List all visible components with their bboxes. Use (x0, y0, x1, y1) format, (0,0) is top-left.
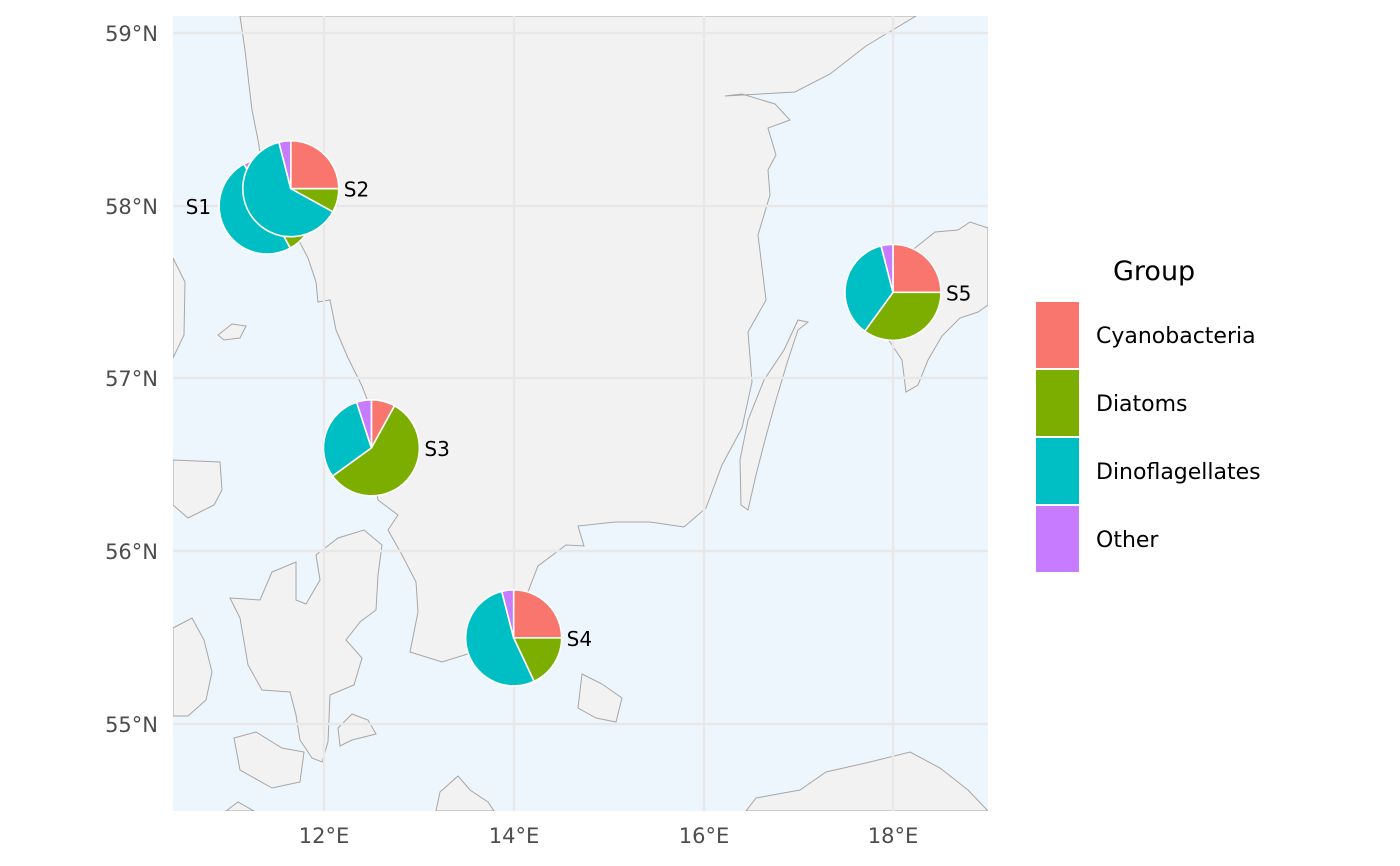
pie-slice-s5-dinoflagellates (844, 244, 894, 333)
legend-label-cyanobacteria: Cyanobacteria (1096, 324, 1256, 349)
y-axis: 59°N 58°N 57°N 56°N 55°N (105, 22, 158, 737)
x-tick-label-16e: 16°E (679, 824, 730, 848)
land-germany-poland (225, 751, 988, 811)
graticule (173, 16, 988, 811)
pie-slice-s5-diatoms (863, 291, 942, 342)
legend-label-dinoflagellates: Dinoflagellates (1096, 460, 1261, 485)
pie-site-s4 (464, 589, 563, 687)
land-denmark-zealand (229, 529, 383, 763)
y-tick-label-55n: 55°N (105, 713, 158, 737)
map-panel (173, 16, 988, 811)
site-label-s3: S3 (424, 437, 449, 461)
land-jutland (173, 257, 223, 717)
pie-slice-s4-diatoms (512, 637, 563, 683)
pie-slice-s2-other (277, 139, 292, 189)
legend: Group Cyanobacteria Diatoms Dinoflagella… (1036, 256, 1261, 572)
legend-swatch-cyanobacteria (1036, 302, 1079, 368)
pie-slice-s2-dinoflagellates (242, 141, 334, 238)
land-denmark-funen (233, 731, 305, 789)
site-label-s1: S1 (186, 195, 211, 219)
legend-title: Group (1113, 256, 1195, 287)
x-axis: 12°E 14°E 16°E 18°E (299, 824, 919, 848)
pie-slice-s5-other (880, 243, 894, 293)
y-tick-label-59n: 59°N (105, 22, 158, 46)
pie-site-s5 (844, 243, 942, 342)
land-lolland (337, 713, 377, 747)
y-tick-label-56n: 56°N (105, 540, 158, 564)
pie-slice-s5-cyanobacteria (892, 243, 942, 294)
land-small-island (217, 323, 247, 341)
legend-label-diatoms: Diatoms (1096, 392, 1188, 417)
pie-slice-s4-other (500, 589, 515, 639)
site-label-s5: S5 (946, 281, 971, 305)
land-masses (173, 16, 988, 811)
legend-swatch-dinoflagellates (1036, 438, 1079, 504)
pie-site-s3 (322, 399, 421, 497)
pie-markers (218, 139, 942, 687)
x-tick-label-14e: 14°E (489, 824, 540, 848)
y-tick-label-57n: 57°N (105, 367, 158, 391)
pie-slice-s3-dinoflagellates (322, 401, 373, 478)
legend-swatch-diatoms (1036, 370, 1079, 436)
pie-slice-s3-other (355, 399, 373, 449)
x-tick-label-12e: 12°E (299, 824, 350, 848)
pie-site-s2 (242, 139, 340, 238)
pie-slice-s2-cyanobacteria (290, 139, 340, 190)
land-oland (739, 319, 810, 511)
pie-slice-s4-cyanobacteria (512, 589, 563, 639)
site-label-s2: S2 (344, 178, 369, 202)
y-tick-label-58n: 58°N (105, 195, 158, 219)
land-bornholm (577, 673, 623, 723)
legend-label-other: Other (1096, 528, 1159, 553)
site-label-s4: S4 (567, 627, 592, 651)
pie-slice-s4-dinoflagellates (464, 590, 536, 687)
x-tick-label-18e: 18°E (868, 824, 919, 848)
legend-swatch-other (1036, 506, 1079, 572)
pie-slice-s3-diatoms (331, 404, 421, 497)
